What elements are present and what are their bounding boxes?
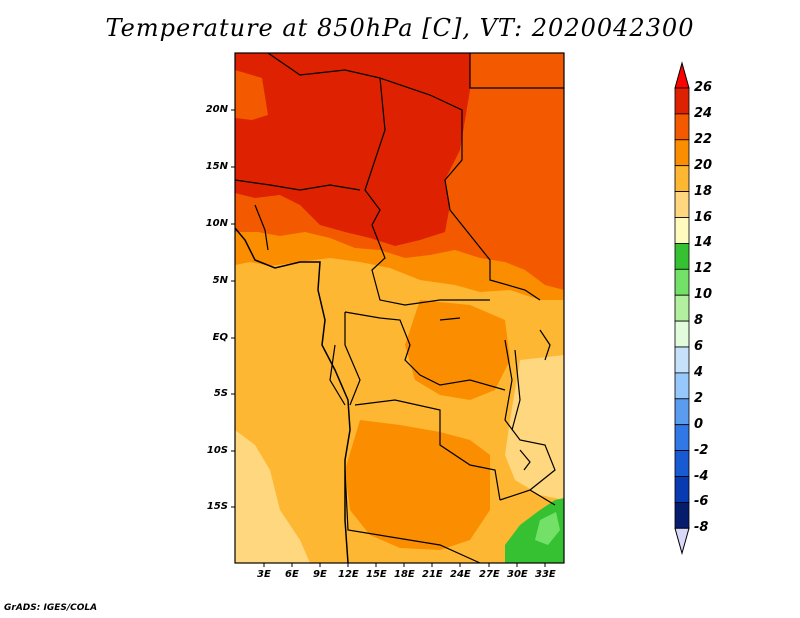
field-band-10-14-se — [505, 498, 564, 563]
border-line — [504, 339, 556, 491]
colorbar-swatch — [674, 87, 690, 115]
colorbar-swatch — [674, 320, 690, 348]
colorbar-arrow-bottom — [674, 527, 690, 556]
colorbar-swatch — [674, 217, 690, 244]
colorbar-swatch — [674, 424, 690, 452]
border-line — [254, 204, 269, 251]
colorbar-swatch — [674, 191, 690, 218]
temperature-field — [235, 53, 564, 563]
y-tick-label: 20N — [205, 104, 228, 115]
colorbar-label: 8 — [694, 313, 704, 329]
colorbar-swatch — [674, 294, 690, 322]
colorbar-label: 10 — [694, 287, 713, 303]
colorbar-label: 4 — [694, 364, 704, 380]
colorbar-swatch — [674, 398, 690, 426]
border-line — [344, 311, 506, 391]
border-line — [371, 224, 490, 306]
x-tick-label: 15E — [366, 569, 387, 580]
y-tick-label: 15S — [206, 501, 228, 512]
border-line — [267, 52, 386, 226]
y-tick-label: 15N — [205, 161, 228, 172]
y-tick-label: 10S — [206, 445, 228, 456]
colorbar-label: 2 — [694, 390, 704, 406]
field-band-10-14-se-inner — [535, 512, 560, 545]
x-tick-label: 30E — [507, 569, 528, 580]
y-tick-label: EQ — [212, 332, 228, 343]
x-tick-label: 9E — [313, 569, 327, 580]
colorbar-swatch — [674, 268, 690, 296]
colorbar-swatch — [674, 165, 690, 192]
colorbar-swatch — [674, 372, 690, 400]
field-band-16-18-east — [505, 355, 564, 500]
lake-outline — [539, 329, 551, 361]
border-line — [329, 344, 346, 406]
y-ticks — [231, 109, 235, 508]
field-band-18-20-south — [345, 420, 490, 550]
colorbar-label: 14 — [694, 235, 713, 251]
x-ticks — [263, 563, 546, 567]
x-tick-label: 18E — [394, 569, 415, 580]
lake-outline — [519, 449, 531, 471]
colorbar-label: 20 — [694, 157, 713, 173]
border-line — [344, 312, 361, 406]
x-tick-label: 27E — [479, 569, 500, 580]
x-tick-label: 12E — [338, 569, 359, 580]
border-line — [379, 77, 541, 301]
credit-text: GrADS: IGES/COLA — [4, 603, 98, 613]
lake-outline — [439, 317, 461, 321]
plot-title: Temperature at 850hPa [C], VT: 202004230… — [105, 14, 695, 42]
x-tick-label: 24E — [450, 569, 471, 580]
field-ne-plateau — [450, 53, 564, 245]
y-tick-label: 10N — [205, 218, 228, 229]
colorbar-label: 22 — [694, 131, 713, 147]
colorbar-label: 26 — [694, 80, 713, 95]
field-nw-cool — [235, 70, 268, 120]
border-line — [469, 53, 564, 89]
border-line — [234, 179, 361, 191]
y-tick-label: 5N — [212, 275, 228, 286]
colorbar-arrow-top — [674, 61, 690, 89]
colorbar-swatch — [674, 346, 690, 374]
border-line — [499, 489, 556, 506]
colorbar-swatch — [674, 476, 690, 503]
colorbar-label: 6 — [694, 339, 704, 354]
colorbar-label: -4 — [694, 468, 709, 484]
colorbar-label: -2 — [694, 442, 709, 458]
field-band-16-18-coast — [235, 430, 310, 563]
colorbar-label: 16 — [694, 209, 713, 225]
border-line — [344, 469, 481, 564]
colorbar-label: 0 — [694, 416, 704, 432]
x-tick-label: 21E — [422, 569, 443, 580]
y-tick-label: 5S — [213, 388, 228, 399]
colorbar-label: -6 — [694, 494, 709, 510]
x-tick-label: 6E — [285, 569, 299, 580]
colorbar-swatch — [674, 139, 690, 167]
x-tick-label: 33E — [535, 569, 556, 580]
colorbar-swatch — [674, 501, 690, 529]
lake-outline — [511, 349, 521, 431]
colorbar-swatch — [674, 113, 690, 141]
colorbar-label: -8 — [694, 520, 709, 536]
country-borders — [234, 52, 564, 564]
field-band-24-26 — [235, 53, 470, 246]
coastline — [234, 227, 351, 564]
colorbar-swatch — [674, 242, 690, 270]
colorbar-swatch — [674, 450, 690, 477]
colorbar-label: 18 — [694, 183, 713, 199]
colorbar-label: 24 — [694, 105, 713, 121]
colorbar — [674, 61, 690, 556]
map-frame — [234, 52, 565, 564]
x-tick-label: 3E — [257, 569, 271, 580]
colorbar-label: 12 — [694, 261, 713, 277]
field-band-18-20-east — [405, 300, 510, 400]
border-line — [354, 399, 501, 501]
